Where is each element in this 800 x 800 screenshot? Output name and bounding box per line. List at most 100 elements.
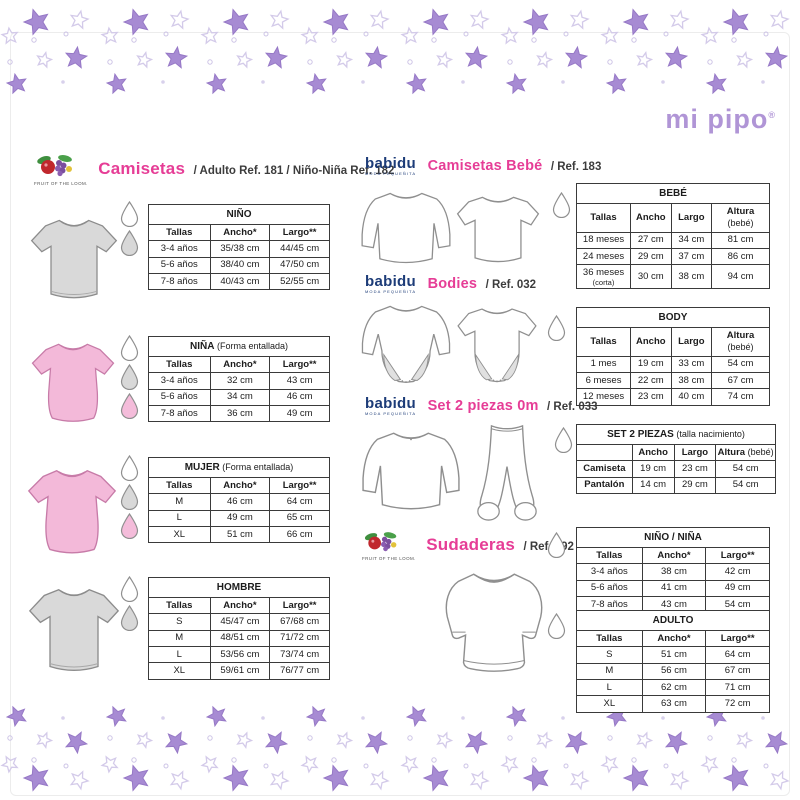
table-cell: 14 cm: [631, 476, 675, 495]
table-cell: S: [576, 646, 643, 664]
table-cell: 42 cm: [705, 563, 770, 581]
table-cell: 12 meses: [575, 388, 632, 406]
table-cell: 36 cm: [209, 405, 271, 423]
table-header-cell: Largo**: [269, 596, 330, 615]
table-cell: 52/55 cm: [269, 273, 330, 291]
table-header-cell: Ancho*: [641, 629, 707, 648]
table-header-cell: Largo: [670, 203, 713, 233]
table-header-cell: Largo**: [269, 355, 330, 374]
babidu-logo: babidu moda pequeñita: [365, 274, 416, 294]
table-cell: 94 cm: [711, 264, 770, 290]
color-drop-icon-bebe: [551, 192, 572, 218]
fruit-logo-text: FRUIT OF THE LOOM.: [362, 556, 416, 561]
table-cell: XL: [148, 526, 211, 544]
table-cell: 38 cm: [670, 372, 713, 390]
section-header-camisetas: FRUIT OF THE LOOM. Camisetas / Adulto Re…: [34, 153, 394, 187]
table-cell: 38 cm: [641, 563, 707, 581]
table-header-cell: [576, 443, 633, 462]
table-header-cell: Tallas: [148, 355, 211, 374]
table-cell: 3-4 años: [148, 372, 211, 390]
tshirt-hombre-illustration: [28, 588, 120, 672]
table-cell: 1 mes: [575, 355, 632, 374]
table-cell: 49 cm: [269, 405, 330, 423]
table-cell: 72 cm: [705, 695, 770, 713]
table-cell: M: [148, 493, 211, 511]
table-title: BEBÉ: [576, 183, 770, 204]
table-cell: 71 cm: [705, 679, 770, 697]
color-drop-icon-grey: [120, 230, 139, 256]
table-cell: L: [576, 679, 643, 697]
baby-shortsleeve-shirt-illustration: [456, 196, 540, 263]
color-drop-icon-white: [547, 613, 566, 639]
table-adulto: ADULTO Tallas Ancho* Largo** S 51 cm 64 cm M 56 …: [576, 610, 770, 713]
color-drop-icon-white: [552, 192, 571, 218]
color-drop-icons-nino: [119, 201, 140, 256]
table-cell: 41 cm: [641, 579, 707, 598]
color-drop-icon-grey: [120, 484, 139, 510]
color-drop-icon-set2piezas: [553, 427, 574, 453]
table-cell: 36 meses (corta): [575, 264, 632, 290]
color-drop-icons-hombre: [119, 576, 140, 631]
table-cell: M: [148, 629, 211, 648]
table-header-cell: Tallas: [148, 223, 211, 242]
table-cell: 73/74 cm: [269, 646, 330, 664]
section-header-bodies: babidu moda pequeñita Bodies / Ref. 032: [365, 274, 536, 294]
babidu-logo-text: babidu: [365, 395, 416, 412]
table-cell: 38/40 cm: [209, 256, 271, 275]
table-cell: Camiseta: [576, 460, 633, 478]
table-cell: 44/45 cm: [269, 240, 330, 258]
table-cell: 19 cm: [630, 355, 672, 374]
color-drop-icon-white: [547, 532, 566, 558]
set-pants-illustration: [477, 424, 537, 521]
table-cell: 51 cm: [209, 526, 271, 544]
section-ref-bodies: / Ref. 032: [485, 279, 537, 292]
table-cell: 48/51 cm: [209, 629, 271, 648]
table-cell: 32 cm: [209, 372, 271, 390]
table-header-cell: Ancho*: [209, 476, 271, 495]
table-nino-nina: NIÑO / NIÑA Tallas Ancho* Largo** 3-4 años 38…: [576, 527, 770, 614]
table-cell: 27 cm: [630, 231, 672, 250]
color-drop-icon-body: [546, 315, 567, 341]
babidu-logo-text: babidu: [365, 273, 416, 290]
table-cell: 67 cm: [705, 662, 770, 681]
color-drop-icon-white: [120, 335, 139, 361]
table-cell: 63 cm: [641, 695, 707, 713]
table-cell: 18 meses: [575, 231, 632, 250]
table-cell: 5-6 años: [148, 256, 211, 275]
color-drop-icon-white: [554, 427, 573, 453]
table-nina: NIÑA (Forma entallada) Tallas Ancho* Largo*…: [148, 336, 330, 423]
table-cell: 40 cm: [670, 388, 713, 406]
table-cell: 19 cm: [631, 460, 675, 478]
babidu-logo-text: babidu: [365, 155, 416, 172]
table-cell: L: [148, 509, 211, 528]
table-set2piezas: SET 2 PIEZAS (talla nacimiento) Ancho Larg…: [576, 424, 776, 495]
table-cell: 86 cm: [711, 248, 770, 266]
table-cell: L: [148, 646, 211, 664]
table-cell: 3-4 años: [148, 240, 211, 258]
table-title: ADULTO: [576, 610, 770, 631]
color-drop-icon-pink: [120, 393, 139, 419]
table-header-cell: Ancho*: [209, 355, 271, 374]
table-header-cell: Largo**: [705, 546, 770, 565]
table-cell: 47/50 cm: [269, 256, 330, 275]
table-cell: 54 cm: [715, 460, 776, 478]
star-border-top: [0, 8, 790, 95]
color-drop-icon-white: [547, 315, 566, 341]
table-cell: XL: [148, 662, 211, 680]
table-header-cell: Altura (bebé): [711, 203, 770, 233]
table-cell: 62 cm: [641, 679, 707, 697]
table-header-cell: Ancho*: [209, 223, 271, 242]
table-cell: 23 cm: [673, 460, 717, 478]
page-frame: [10, 32, 790, 796]
table-cell: 67/68 cm: [269, 613, 330, 631]
color-drop-icons-nina: [119, 335, 140, 419]
table-cell: 23 cm: [630, 388, 672, 406]
color-drop-icon-pink: [120, 513, 139, 539]
color-drop-icon-grey: [120, 364, 139, 390]
table-cell: 37 cm: [670, 248, 713, 266]
table-cell: 45/47 cm: [209, 613, 271, 631]
babidu-logo: babidu moda pequeñita: [365, 396, 416, 416]
table-cell: 22 cm: [630, 372, 672, 390]
section-title-camisetas: Camisetas: [98, 158, 186, 178]
